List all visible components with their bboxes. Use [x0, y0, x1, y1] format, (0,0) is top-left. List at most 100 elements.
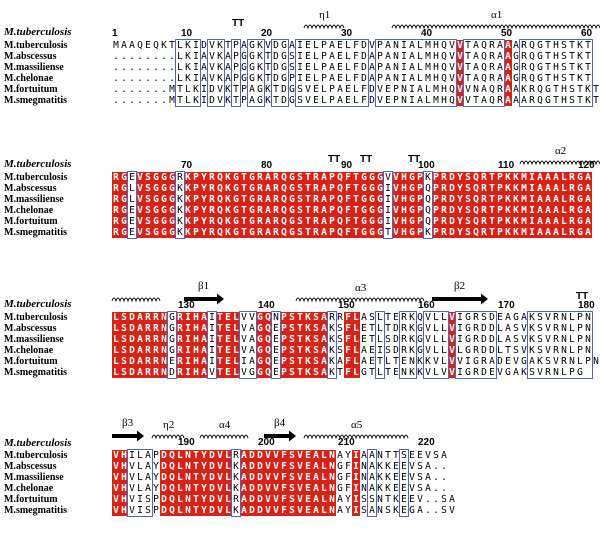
residue: T: [577, 95, 583, 106]
helix-label: η1: [319, 9, 330, 21]
residue: R: [529, 95, 535, 106]
residue: D: [369, 84, 375, 95]
residue: R: [112, 205, 120, 216]
position-number: 220: [418, 437, 435, 448]
similarity-box: [423, 171, 433, 239]
similarity-box: [271, 39, 289, 107]
residue: S: [145, 505, 151, 516]
residue: F: [344, 183, 352, 194]
residue: L: [345, 62, 351, 73]
residue: D: [361, 73, 367, 84]
residue: S: [337, 345, 343, 356]
residue: D: [128, 356, 136, 367]
residue: S: [385, 334, 391, 345]
residue: R: [312, 194, 320, 205]
residue: Y: [153, 461, 159, 472]
residue: V: [448, 345, 456, 356]
residue: D: [248, 461, 256, 472]
residue: Q: [489, 95, 495, 106]
residue: Y: [200, 183, 208, 194]
residue: I: [528, 194, 536, 205]
residue: A: [361, 450, 367, 461]
residue: Q: [137, 40, 143, 51]
residue: F: [345, 483, 351, 494]
residue: T: [593, 95, 599, 106]
residue: I: [401, 40, 407, 51]
residue: I: [184, 356, 192, 367]
residue: G: [408, 205, 416, 216]
residue: G: [288, 216, 296, 227]
residue: A: [481, 84, 487, 95]
residue: L: [232, 323, 240, 334]
residue: Q: [280, 216, 288, 227]
residue: F: [344, 334, 352, 345]
turn-label: TT: [576, 291, 588, 302]
residue: A: [225, 73, 231, 84]
residue: K: [504, 194, 512, 205]
residue: L: [433, 312, 439, 323]
residue: T: [216, 323, 224, 334]
residue: R: [152, 367, 160, 378]
residue: K: [329, 367, 335, 378]
residue: R: [568, 205, 576, 216]
residue: G: [521, 356, 527, 367]
similarity-box: [239, 311, 257, 379]
position-number: 120: [578, 160, 595, 171]
residue: T: [177, 84, 183, 95]
residue: T: [216, 345, 224, 356]
residue: S: [297, 95, 303, 106]
residue: L: [417, 40, 423, 51]
residue: K: [409, 323, 415, 334]
residue: K: [521, 84, 527, 95]
residue: R: [208, 216, 216, 227]
residue: A: [361, 345, 367, 356]
residue: T: [488, 216, 496, 227]
residue: H: [433, 62, 439, 73]
residue: H: [400, 216, 408, 227]
residue: A: [489, 356, 495, 367]
residue: T: [569, 40, 575, 51]
residue: P: [321, 62, 327, 73]
residue: F: [344, 216, 352, 227]
residue: V: [448, 312, 456, 323]
residue: K: [577, 73, 583, 84]
residue: G: [248, 216, 256, 227]
residue: F: [280, 483, 288, 494]
residue: K: [512, 172, 520, 183]
residue: E: [401, 472, 407, 483]
residue: A: [584, 216, 592, 227]
residue: H: [553, 40, 559, 51]
residue: G: [513, 51, 519, 62]
residue: A: [264, 194, 272, 205]
residue: Q: [449, 95, 455, 106]
residue: V: [456, 95, 464, 106]
residue: L: [177, 73, 183, 84]
residue: F: [344, 367, 352, 378]
residue: G: [256, 312, 264, 323]
residue: F: [344, 227, 352, 238]
residue: A: [240, 494, 248, 505]
residue: S: [120, 367, 128, 378]
residue: G: [513, 73, 519, 84]
residue: A: [425, 483, 431, 494]
residue: V: [217, 84, 223, 95]
residue: V: [272, 483, 280, 494]
residue: P: [416, 227, 424, 238]
residue: I: [528, 172, 536, 183]
residue: K: [385, 472, 391, 483]
residue: G: [361, 367, 367, 378]
residue: A: [240, 483, 248, 494]
residue: T: [545, 62, 551, 73]
residue: K: [393, 505, 399, 516]
residue: G: [168, 194, 176, 205]
residue: T: [545, 51, 551, 62]
residue: N: [328, 505, 336, 516]
residue: A: [536, 205, 544, 216]
helix-label: α4: [219, 419, 231, 431]
residue: F: [353, 40, 359, 51]
residue: A: [481, 95, 487, 106]
residue: A: [409, 51, 415, 62]
